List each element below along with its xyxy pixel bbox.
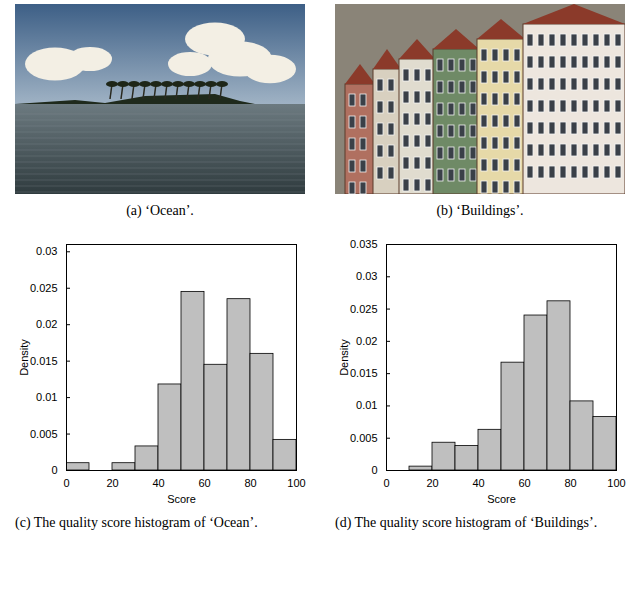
svg-text:60: 60 (518, 477, 530, 489)
svg-text:0: 0 (63, 477, 69, 489)
svg-text:0: 0 (383, 477, 389, 489)
svg-text:40: 40 (472, 477, 484, 489)
svg-text:0.025: 0.025 (350, 302, 378, 314)
svg-text:80: 80 (564, 477, 576, 489)
html-text:(b) ‘Buildings’.: (b) ‘Buildings’. (436, 203, 524, 218)
svg-text:Score: Score (487, 492, 516, 504)
svg-text:60: 60 (198, 477, 210, 489)
svg-text:0.025: 0.025 (30, 281, 58, 293)
svg-text:80: 80 (244, 477, 256, 489)
svg-text:0.005: 0.005 (350, 431, 378, 443)
svg-text:0.015: 0.015 (30, 354, 58, 366)
html-text:(a) ‘Ocean’.: (a) ‘Ocean’. (126, 203, 194, 218)
svg-text:100: 100 (287, 477, 305, 489)
svg-text:0.03: 0.03 (36, 245, 57, 257)
html-text:(c) The quality score histogra: (c) The quality score histogram of ‘Ocea… (15, 514, 258, 530)
svg-text:0: 0 (371, 464, 377, 476)
svg-text:0.01: 0.01 (356, 399, 377, 411)
svg-text:Score: Score (167, 492, 196, 504)
svg-text:0.01: 0.01 (36, 391, 57, 403)
svg-text:0.015: 0.015 (350, 367, 378, 379)
svg-text:0.035: 0.035 (350, 238, 378, 250)
svg-text:0.02: 0.02 (356, 334, 377, 346)
svg-text:Density: Density (338, 338, 350, 375)
svg-text:Density: Density (18, 338, 30, 375)
svg-text:20: 20 (426, 477, 438, 489)
html-text:(d) The quality score histogra: (d) The quality score histogram of ‘Buil… (335, 514, 598, 530)
svg-text:40: 40 (152, 477, 164, 489)
svg-text:20: 20 (106, 477, 118, 489)
svg-text:0.005: 0.005 (30, 427, 58, 439)
svg-text:0.03: 0.03 (356, 270, 377, 282)
svg-text:0.02: 0.02 (36, 318, 57, 330)
svg-text:0: 0 (51, 464, 57, 476)
svg-text:100: 100 (607, 477, 625, 489)
